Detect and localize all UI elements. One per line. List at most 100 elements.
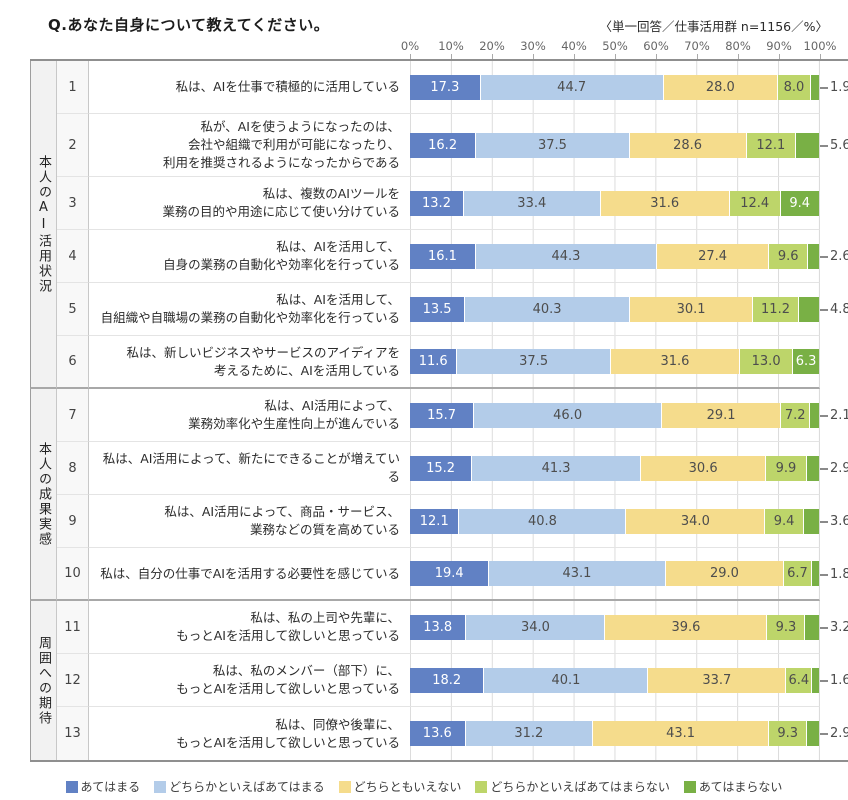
legend-swatch-icon [475, 780, 488, 793]
bar-segment: 29.1 [662, 402, 781, 428]
outside-value-cell [820, 177, 848, 230]
statement-label: 私は、私の上司や先輩に、 もっとAIを活用して欲しいと思っている [89, 601, 410, 655]
statement-text: 私は、複数のAIツールを 業務の目的や用途に応じて使い分けている [162, 186, 400, 220]
bar-segment: 30.1 [630, 296, 754, 322]
bar-segment: 34.0 [626, 508, 766, 534]
axis-tick-label: 50% [602, 39, 628, 53]
axis-tick-label: 0% [400, 39, 420, 53]
axis-tick-mark [574, 54, 575, 59]
axis-tick-mark [615, 54, 616, 59]
axis-tick-mark [533, 54, 534, 59]
statement-label: 私は、同僚や後輩に、 もっとAIを活用して欲しいと思っている [89, 707, 410, 761]
segment-value: 3.2 [830, 620, 848, 636]
connector-line [820, 414, 828, 417]
bar-segment: 31.6 [600, 190, 730, 216]
segment-value: 41.3 [541, 460, 571, 476]
bar-segment: 9.6 [769, 243, 809, 269]
stacked-bar: 16.1 44.3 27.4 9.6 [410, 243, 819, 269]
outside-value-label: 1.6 [820, 673, 848, 688]
segment-value: 6.4 [788, 672, 810, 688]
chart-row: 13.5 40.3 30.1 11.2 [410, 283, 820, 337]
segment-value: 37.5 [519, 354, 549, 370]
legend-label: どちらかといえばあてはまらない [490, 780, 670, 795]
outside-value-cell: 1.9 [820, 61, 848, 114]
connector-line [820, 308, 828, 311]
statement-label: 私は、AIを活用して、 自身の業務の自動化や効率化を行っている [89, 230, 410, 284]
row-number: 4 [57, 230, 89, 284]
bar-segment: 31.2 [465, 721, 594, 747]
group-label: 本人のAI活用状況 [30, 61, 57, 390]
outside-value-cell: 2.6 [820, 230, 848, 283]
segment-value: 40.8 [527, 513, 557, 529]
segment-value: 9.6 [777, 248, 799, 264]
axis-tick-mark [451, 54, 452, 59]
row-number: 7 [57, 389, 89, 443]
x-axis: 0% 10% 20% 30% 40% 50% 60% 70% 80% 90% 100% [401, 35, 836, 59]
segment-value: 43.1 [562, 566, 592, 582]
stacked-bar: 18.2 40.1 33.7 6.4 [410, 667, 819, 693]
segment-value: 1.6 [830, 673, 848, 689]
legend-item: あてはまる [65, 778, 140, 795]
segment-value: 29.0 [709, 566, 739, 582]
axis-tick-mark [738, 54, 739, 59]
segment-value: 30.6 [688, 460, 718, 476]
axis-tick-mark [492, 54, 493, 59]
outside-value-cell: 4.8 [820, 283, 848, 336]
row-number: 6 [57, 336, 89, 390]
connector-line [820, 679, 828, 682]
bar-segment: 19.4 [410, 561, 490, 587]
row-number: 10 [57, 548, 89, 602]
chart-row: 19.4 43.1 29.0 6.7 [410, 548, 820, 602]
stacked-bar: 13.2 33.4 31.6 12.4 9.4 [410, 190, 819, 216]
statement-text: 私は、AI活用によって、新たにできることが増えている [102, 451, 400, 485]
segment-value: 15.2 [426, 460, 456, 476]
stacked-bar: 19.4 43.1 29.0 6.7 [410, 561, 819, 587]
statement-label: 私は、複数のAIツールを 業務の目的や用途に応じて使い分けている [89, 177, 410, 231]
bar-segment: 6.4 [786, 667, 813, 693]
bar-segment [807, 721, 819, 747]
segment-value: 11.6 [418, 354, 448, 370]
bar-segment: 7.2 [781, 402, 811, 428]
axis-tick-mark [820, 54, 821, 59]
axis-tick-mark [410, 54, 411, 59]
survey-note: 〈単一回答／仕事活用群 n=1156／%〉 [599, 19, 828, 34]
outside-value-cell: 2.9 [820, 442, 848, 495]
segment-value: 7.2 [784, 407, 806, 423]
segment-value: 28.6 [673, 137, 703, 153]
bar-segment: 12.1 [746, 132, 797, 158]
row-number: 8 [57, 442, 89, 496]
statement-text: 私は、AIを活用して、 自身の業務の自動化や効率化を行っている [163, 239, 400, 273]
outside-value-label: 1.9 [820, 80, 848, 95]
bar-segment: 28.6 [629, 132, 747, 158]
segment-value: 43.1 [666, 726, 696, 742]
bar-segment: 12.1 [410, 508, 460, 534]
segment-value: 13.5 [422, 301, 452, 317]
statement-label: 私が、AIを使うようになったのは、 会社や組織で利用が可能になったり、 利用を推… [89, 114, 410, 178]
segment-value: 44.3 [551, 248, 581, 264]
segment-value: 16.2 [428, 137, 458, 153]
bar-segment: 13.2 [410, 190, 464, 216]
statement-label: 私は、AI活用によって、 業務効率化や生産性向上が進んでいる [89, 389, 410, 443]
connector-line [820, 520, 828, 523]
stacked-bar: 13.6 31.2 43.1 9.3 [410, 721, 819, 747]
bar-segment: 40.8 [459, 508, 627, 534]
statement-text: 私は、AIを仕事で積極的に活用している [175, 78, 400, 94]
statement-label: 私は、新しいビジネスやサービスのアイディアを 考えるために、AIを活用している [89, 336, 410, 390]
bar-segment: 29.0 [665, 561, 785, 587]
statement-label: 私は、自分の仕事でAIを活用する必要性を感じている [89, 548, 410, 602]
chart-row: 15.2 41.3 30.6 9.9 [410, 442, 820, 496]
connector-line [820, 467, 828, 470]
bar-segment: 9.4 [765, 508, 804, 534]
connector-line [820, 144, 828, 147]
segment-value: 13.6 [422, 726, 452, 742]
segment-value: 13.2 [422, 195, 451, 211]
segment-value: 2.1 [830, 408, 848, 424]
row-number: 1 [57, 61, 89, 114]
legend-item: あてはまらない [683, 778, 782, 795]
bar-segment: 16.2 [410, 132, 477, 158]
axis-tick-mark [697, 54, 698, 59]
bar-segment [812, 667, 819, 693]
page-title: Q.あなた自身について教えてください。 [48, 16, 330, 34]
segment-value: 9.3 [777, 726, 798, 742]
segment-value: 13.0 [751, 354, 781, 370]
